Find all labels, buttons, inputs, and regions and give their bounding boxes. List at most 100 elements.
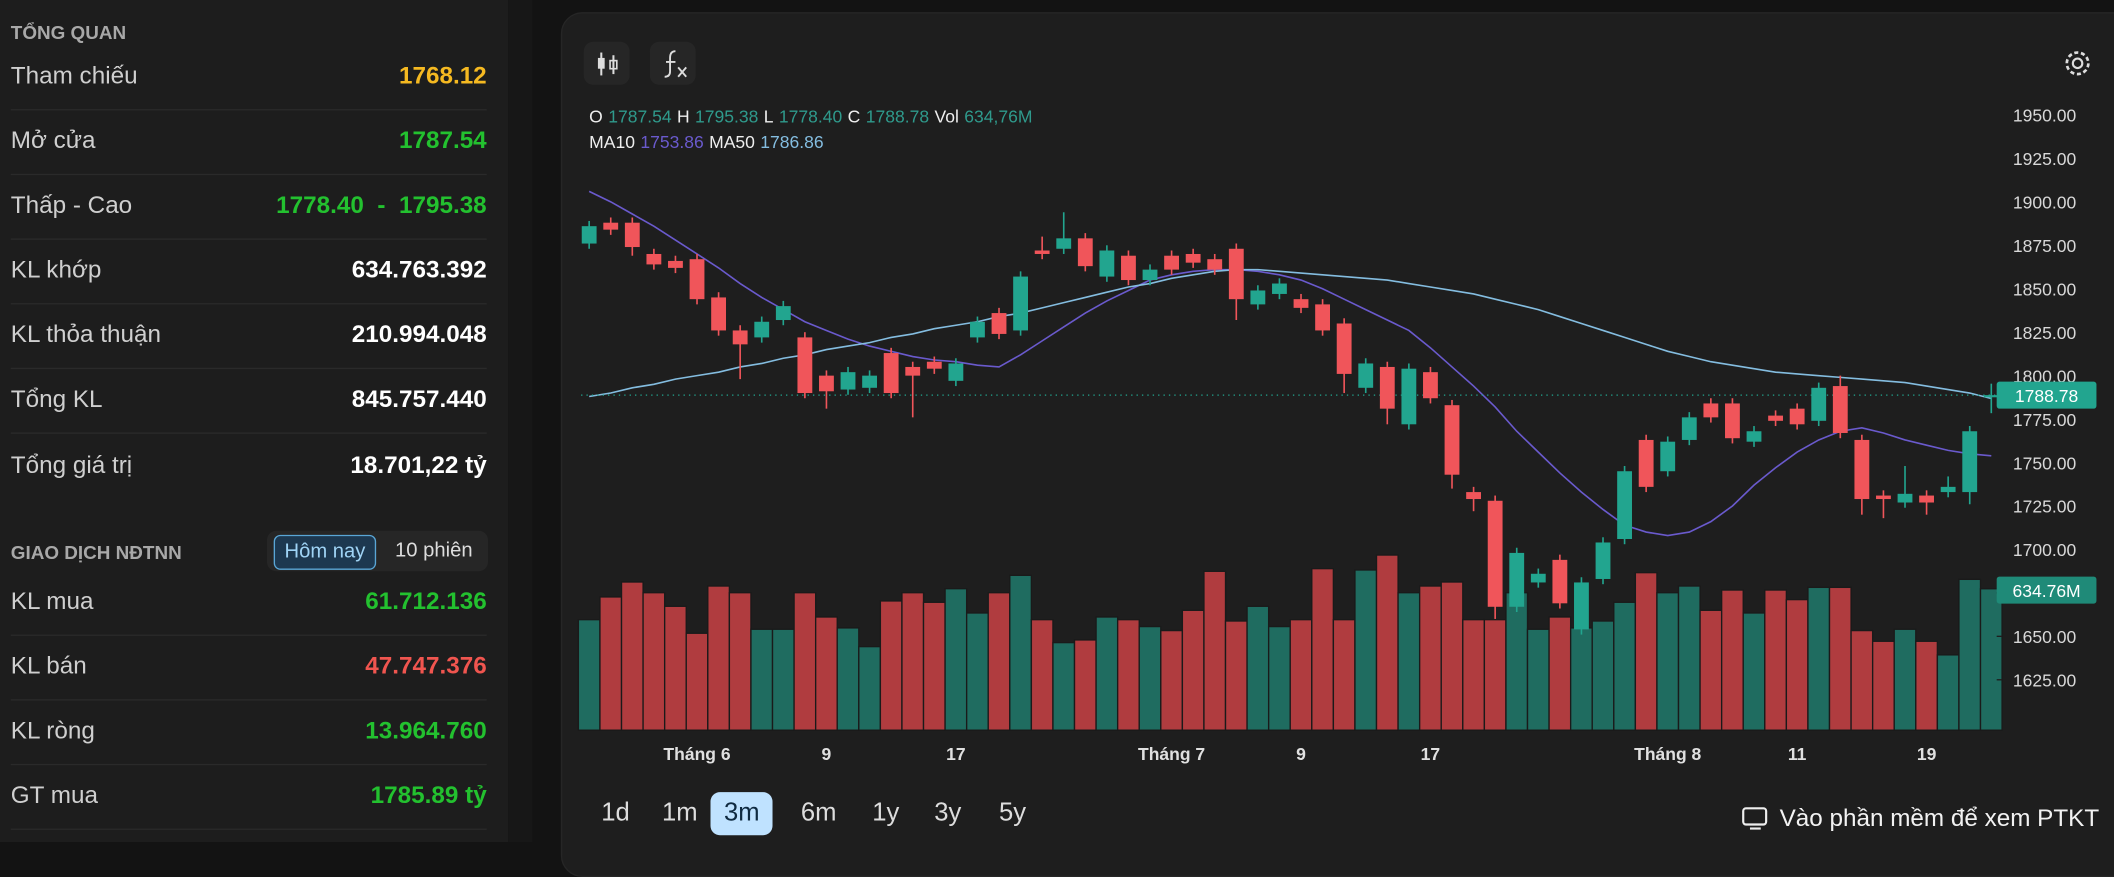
value: 1768.12 bbox=[398, 61, 487, 89]
volume-tag-bg bbox=[1996, 576, 2097, 604]
row: Tổng giá trị 18.701,22 tỷ bbox=[11, 435, 487, 500]
volume-bar bbox=[1915, 640, 1939, 731]
volume-tag: 634.76M bbox=[2012, 581, 2080, 601]
volume-bar bbox=[879, 600, 903, 731]
volume-bar bbox=[1742, 612, 1766, 731]
value: 634.763.392 bbox=[351, 255, 487, 283]
legend-key: MA10 bbox=[589, 132, 635, 153]
volume-bar bbox=[1095, 616, 1119, 731]
ohlc-legend: O 1787.54 H 1795.38 L 1778.40 C 1788.78 Vol 634,7… bbox=[589, 106, 1038, 126]
volume-bar bbox=[1505, 592, 1529, 731]
volume-bar bbox=[1289, 618, 1313, 731]
range-button-active[interactable]: 3m bbox=[710, 792, 774, 836]
volume-bar bbox=[1958, 578, 1982, 731]
candle-body bbox=[1746, 431, 1762, 442]
divider bbox=[508, 0, 533, 842]
candle-body bbox=[1099, 250, 1115, 277]
volume-bar bbox=[1116, 618, 1140, 731]
volume-bar bbox=[1699, 609, 1723, 731]
candle-body bbox=[1940, 486, 1956, 493]
candle-body bbox=[668, 260, 683, 268]
value: 210.994.048 bbox=[351, 320, 487, 348]
volume-bar bbox=[1785, 598, 1809, 731]
candle-body bbox=[1121, 255, 1136, 281]
candle-body bbox=[1379, 366, 1395, 409]
x-tick-label: Tháng 6 bbox=[663, 744, 730, 764]
volume-bar bbox=[1871, 640, 1895, 731]
footer-link[interactable]: Vào phần mềm để xem PTKT bbox=[1780, 805, 2100, 832]
y-tick-label: 1725.00 bbox=[2013, 497, 2077, 517]
volume-bar bbox=[1440, 581, 1464, 731]
range-button[interactable]: 5y bbox=[999, 798, 1027, 828]
range-button[interactable]: 1y bbox=[872, 798, 900, 828]
tab-active[interactable]: Hôm nay bbox=[273, 534, 377, 570]
candle-body bbox=[797, 337, 813, 394]
candle-body bbox=[948, 363, 964, 381]
value: 1787.54 bbox=[398, 126, 487, 154]
range-button[interactable]: 1m bbox=[661, 798, 698, 828]
volume-bar bbox=[728, 592, 752, 731]
legend-key: MA50 bbox=[709, 132, 755, 153]
range-button[interactable]: 3y bbox=[934, 798, 962, 828]
volume-bar bbox=[1677, 585, 1701, 731]
row: KL bán 47.747.376 bbox=[10, 636, 487, 701]
row: KL mua 61.712.136 bbox=[10, 571, 487, 636]
row: KL thỏa thuận 210.994.048 bbox=[10, 304, 487, 370]
candle-body bbox=[926, 361, 942, 369]
y-tick-label: 1825.00 bbox=[2013, 323, 2077, 343]
candle-body bbox=[624, 222, 640, 248]
volume-bar bbox=[1850, 629, 1874, 731]
candle-body bbox=[883, 353, 899, 394]
volume-bar bbox=[1548, 616, 1572, 731]
legend-key: O bbox=[589, 106, 603, 127]
candle-body bbox=[1681, 417, 1697, 440]
label: KL ròng bbox=[10, 716, 95, 744]
settings-button[interactable] bbox=[2065, 51, 2090, 76]
value: 61.712.136 bbox=[365, 587, 487, 615]
y-tick-label: 1700.00 bbox=[2013, 540, 2077, 560]
volume-bar bbox=[663, 605, 687, 731]
candle-body bbox=[840, 372, 856, 390]
range-button[interactable]: 1d bbox=[601, 798, 630, 828]
volume-bar bbox=[599, 596, 623, 731]
candle-body bbox=[1315, 304, 1330, 331]
volume-bar bbox=[1936, 654, 1960, 731]
label: GT mua bbox=[10, 781, 98, 809]
legend-key: H bbox=[676, 106, 690, 127]
candle-body bbox=[1962, 431, 1978, 493]
range-button[interactable]: 6m bbox=[800, 798, 837, 828]
row: KL ròng 13.964.760 bbox=[10, 701, 487, 766]
candle-button[interactable] bbox=[583, 41, 630, 85]
row: Thấp - Cao 1778.40 - 1795.38 bbox=[10, 175, 487, 240]
x-tick-label: 19 bbox=[1917, 744, 1937, 764]
volume-bar bbox=[1526, 628, 1550, 731]
candle-body bbox=[1854, 439, 1870, 500]
candle-body bbox=[1530, 573, 1546, 583]
volume-bar bbox=[965, 612, 989, 731]
x-tick-label: Tháng 7 bbox=[1138, 744, 1205, 764]
candle-body bbox=[862, 375, 878, 388]
candle-body bbox=[1228, 248, 1244, 300]
y-tick-label: 1900.00 bbox=[2013, 193, 2077, 213]
volume-bar bbox=[1009, 574, 1033, 731]
volume-bar bbox=[1224, 620, 1248, 731]
legend-key: L bbox=[763, 106, 774, 127]
volume-layer bbox=[577, 554, 2003, 731]
candle-body bbox=[1250, 290, 1266, 305]
value: 18.701,22 tỷ bbox=[350, 451, 487, 479]
ma-line bbox=[588, 190, 1992, 537]
candle-body bbox=[581, 226, 597, 244]
volume-bar bbox=[1656, 592, 1680, 731]
y-tick-label: 1850.00 bbox=[2013, 279, 2077, 299]
volume-bar bbox=[1311, 567, 1335, 731]
tab[interactable]: 10 phiên bbox=[395, 538, 473, 562]
footer-icon[interactable] bbox=[1742, 807, 1768, 830]
volume-bar bbox=[836, 627, 860, 731]
volume-bar bbox=[620, 581, 644, 731]
legend-key: Vol bbox=[934, 106, 959, 127]
volume-bar bbox=[1267, 625, 1291, 731]
candle-body bbox=[1574, 582, 1589, 630]
volume-bar bbox=[1354, 569, 1378, 731]
indicator-button[interactable] bbox=[649, 41, 696, 85]
volume-bar bbox=[1613, 601, 1637, 731]
